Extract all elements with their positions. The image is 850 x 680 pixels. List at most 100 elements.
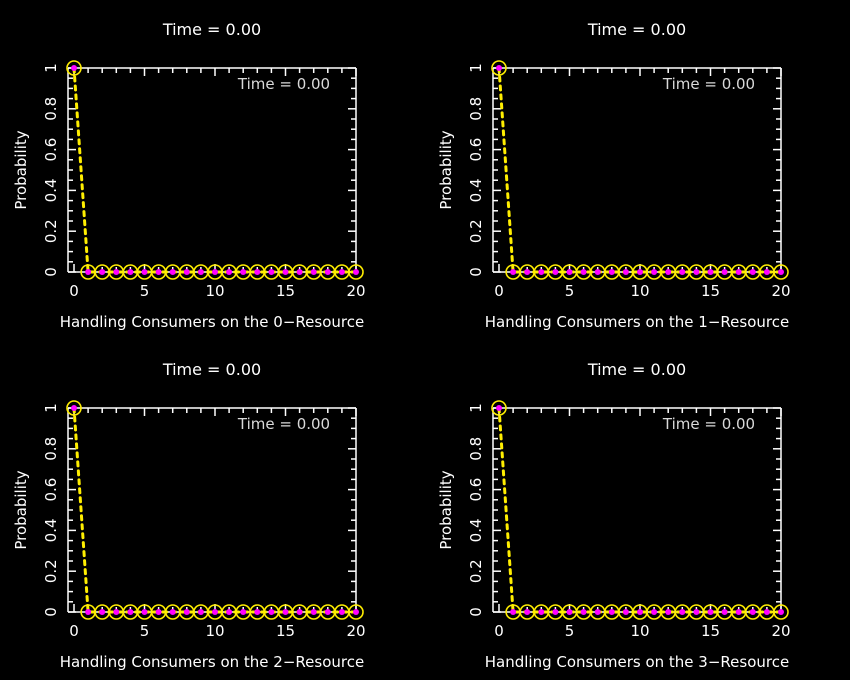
data-point: [310, 269, 317, 275]
data-point: [338, 269, 345, 275]
x-tick-label: 20: [346, 622, 365, 640]
series-line: [497, 66, 783, 274]
data-point: [71, 405, 77, 411]
time-annotation: Time = 0.00: [662, 75, 755, 93]
y-tick-label: 1: [42, 63, 60, 73]
x-tick-label: 5: [140, 622, 150, 640]
data-point: [665, 609, 672, 615]
data-point: [226, 269, 233, 275]
y-tick-label: 0.4: [42, 518, 60, 542]
data-point: [254, 609, 261, 615]
data-point: [707, 269, 714, 275]
data-point: [496, 65, 502, 71]
data-point: [324, 609, 331, 615]
y-tick-label: 0.2: [467, 219, 485, 243]
data-point: [749, 609, 756, 615]
data-point: [721, 269, 728, 275]
data-point: [524, 269, 531, 275]
x-tick-label: 15: [276, 622, 295, 640]
data-point: [594, 269, 601, 275]
data-point: [693, 609, 700, 615]
x-tick-label: 5: [565, 622, 575, 640]
chart-panel-1: Time = 0.00 0 5 10 15 20 0 0.2 0.4 0.6 0.8 1 Handlin…: [437, 20, 791, 331]
data-point: [324, 269, 331, 275]
data-point: [155, 609, 162, 615]
data-point-ring: [66, 60, 82, 76]
data-point: [778, 609, 784, 615]
data-point: [693, 269, 700, 275]
x-axis-label: Handling Consumers on the 3−Resource: [485, 653, 789, 671]
data-point: [141, 269, 148, 275]
data-point: [226, 609, 233, 615]
series-line: [72, 66, 358, 274]
time-annotation: Time = 0.00: [237, 75, 330, 93]
data-point: [778, 269, 784, 275]
data-point: [524, 609, 531, 615]
chart-title: Time = 0.00: [587, 20, 686, 39]
data-point: [566, 609, 573, 615]
data-point: [510, 269, 517, 275]
chart-title: Time = 0.00: [162, 360, 261, 379]
x-tick-label: 20: [771, 622, 790, 640]
data-point: [510, 609, 517, 615]
data-point: [651, 269, 658, 275]
y-tick-label: 0.2: [42, 219, 60, 243]
data-point: [353, 609, 359, 615]
data-point-ring: [491, 400, 507, 416]
data-point: [763, 269, 770, 275]
y-tick-label: 1: [467, 403, 485, 413]
x-tick-label: 5: [140, 282, 150, 300]
data-point: [127, 609, 134, 615]
data-point: [594, 609, 601, 615]
data-point: [169, 609, 176, 615]
data-point: [296, 269, 303, 275]
data-point: [127, 269, 134, 275]
y-tick-label: 0.2: [42, 559, 60, 583]
data-point: [113, 269, 120, 275]
data-point: [637, 269, 643, 275]
data-point: [240, 609, 247, 615]
data-point: [197, 269, 204, 275]
y-tick-label: 0.6: [42, 478, 60, 502]
data-point: [282, 609, 289, 615]
x-axis-label: Handling Consumers on the 2−Resource: [60, 653, 364, 671]
y-tick-label: 0: [467, 267, 485, 277]
x-tick-label: 5: [565, 282, 575, 300]
data-point: [707, 609, 714, 615]
data-point: [763, 609, 770, 615]
chart-panel-3: Time = 0.00 0 5 10 15 20 0 0.2 0.4 0.6 0.8 1 Handlin…: [437, 360, 791, 671]
x-tick-label: 0: [494, 622, 504, 640]
data-point: [85, 609, 92, 615]
y-tick-label: 0.8: [42, 97, 60, 121]
time-annotation: Time = 0.00: [662, 415, 755, 433]
series-line: [497, 406, 783, 614]
data-point: [580, 609, 587, 615]
data-point: [665, 269, 672, 275]
data-point: [496, 405, 502, 411]
data-point: [71, 65, 77, 71]
data-point: [183, 269, 190, 275]
data-point-ring: [773, 264, 789, 280]
y-tick-label: 0: [42, 607, 60, 617]
x-tick-label: 0: [69, 622, 79, 640]
y-tick-label: 0.4: [42, 178, 60, 202]
y-tick-label: 0.8: [467, 97, 485, 121]
x-tick-label: 10: [630, 622, 649, 640]
data-point: [212, 609, 218, 615]
y-tick-label: 1: [42, 403, 60, 413]
data-point: [296, 609, 303, 615]
chart-panel-0: Time = 0.00 0 5 10 15 20 0 0.2 0.4 0.6 0.8 1 Handlin…: [12, 20, 366, 331]
data-point-ring: [491, 60, 507, 76]
chart-title: Time = 0.00: [162, 20, 261, 39]
data-point: [240, 269, 247, 275]
data-point: [679, 609, 686, 615]
data-point: [679, 269, 686, 275]
y-axis-label: Probability: [437, 130, 455, 209]
data-point: [622, 269, 629, 275]
y-tick-label: 0.8: [42, 437, 60, 461]
data-point: [749, 269, 756, 275]
data-point: [268, 609, 275, 615]
data-point: [113, 609, 120, 615]
data-point: [310, 609, 317, 615]
